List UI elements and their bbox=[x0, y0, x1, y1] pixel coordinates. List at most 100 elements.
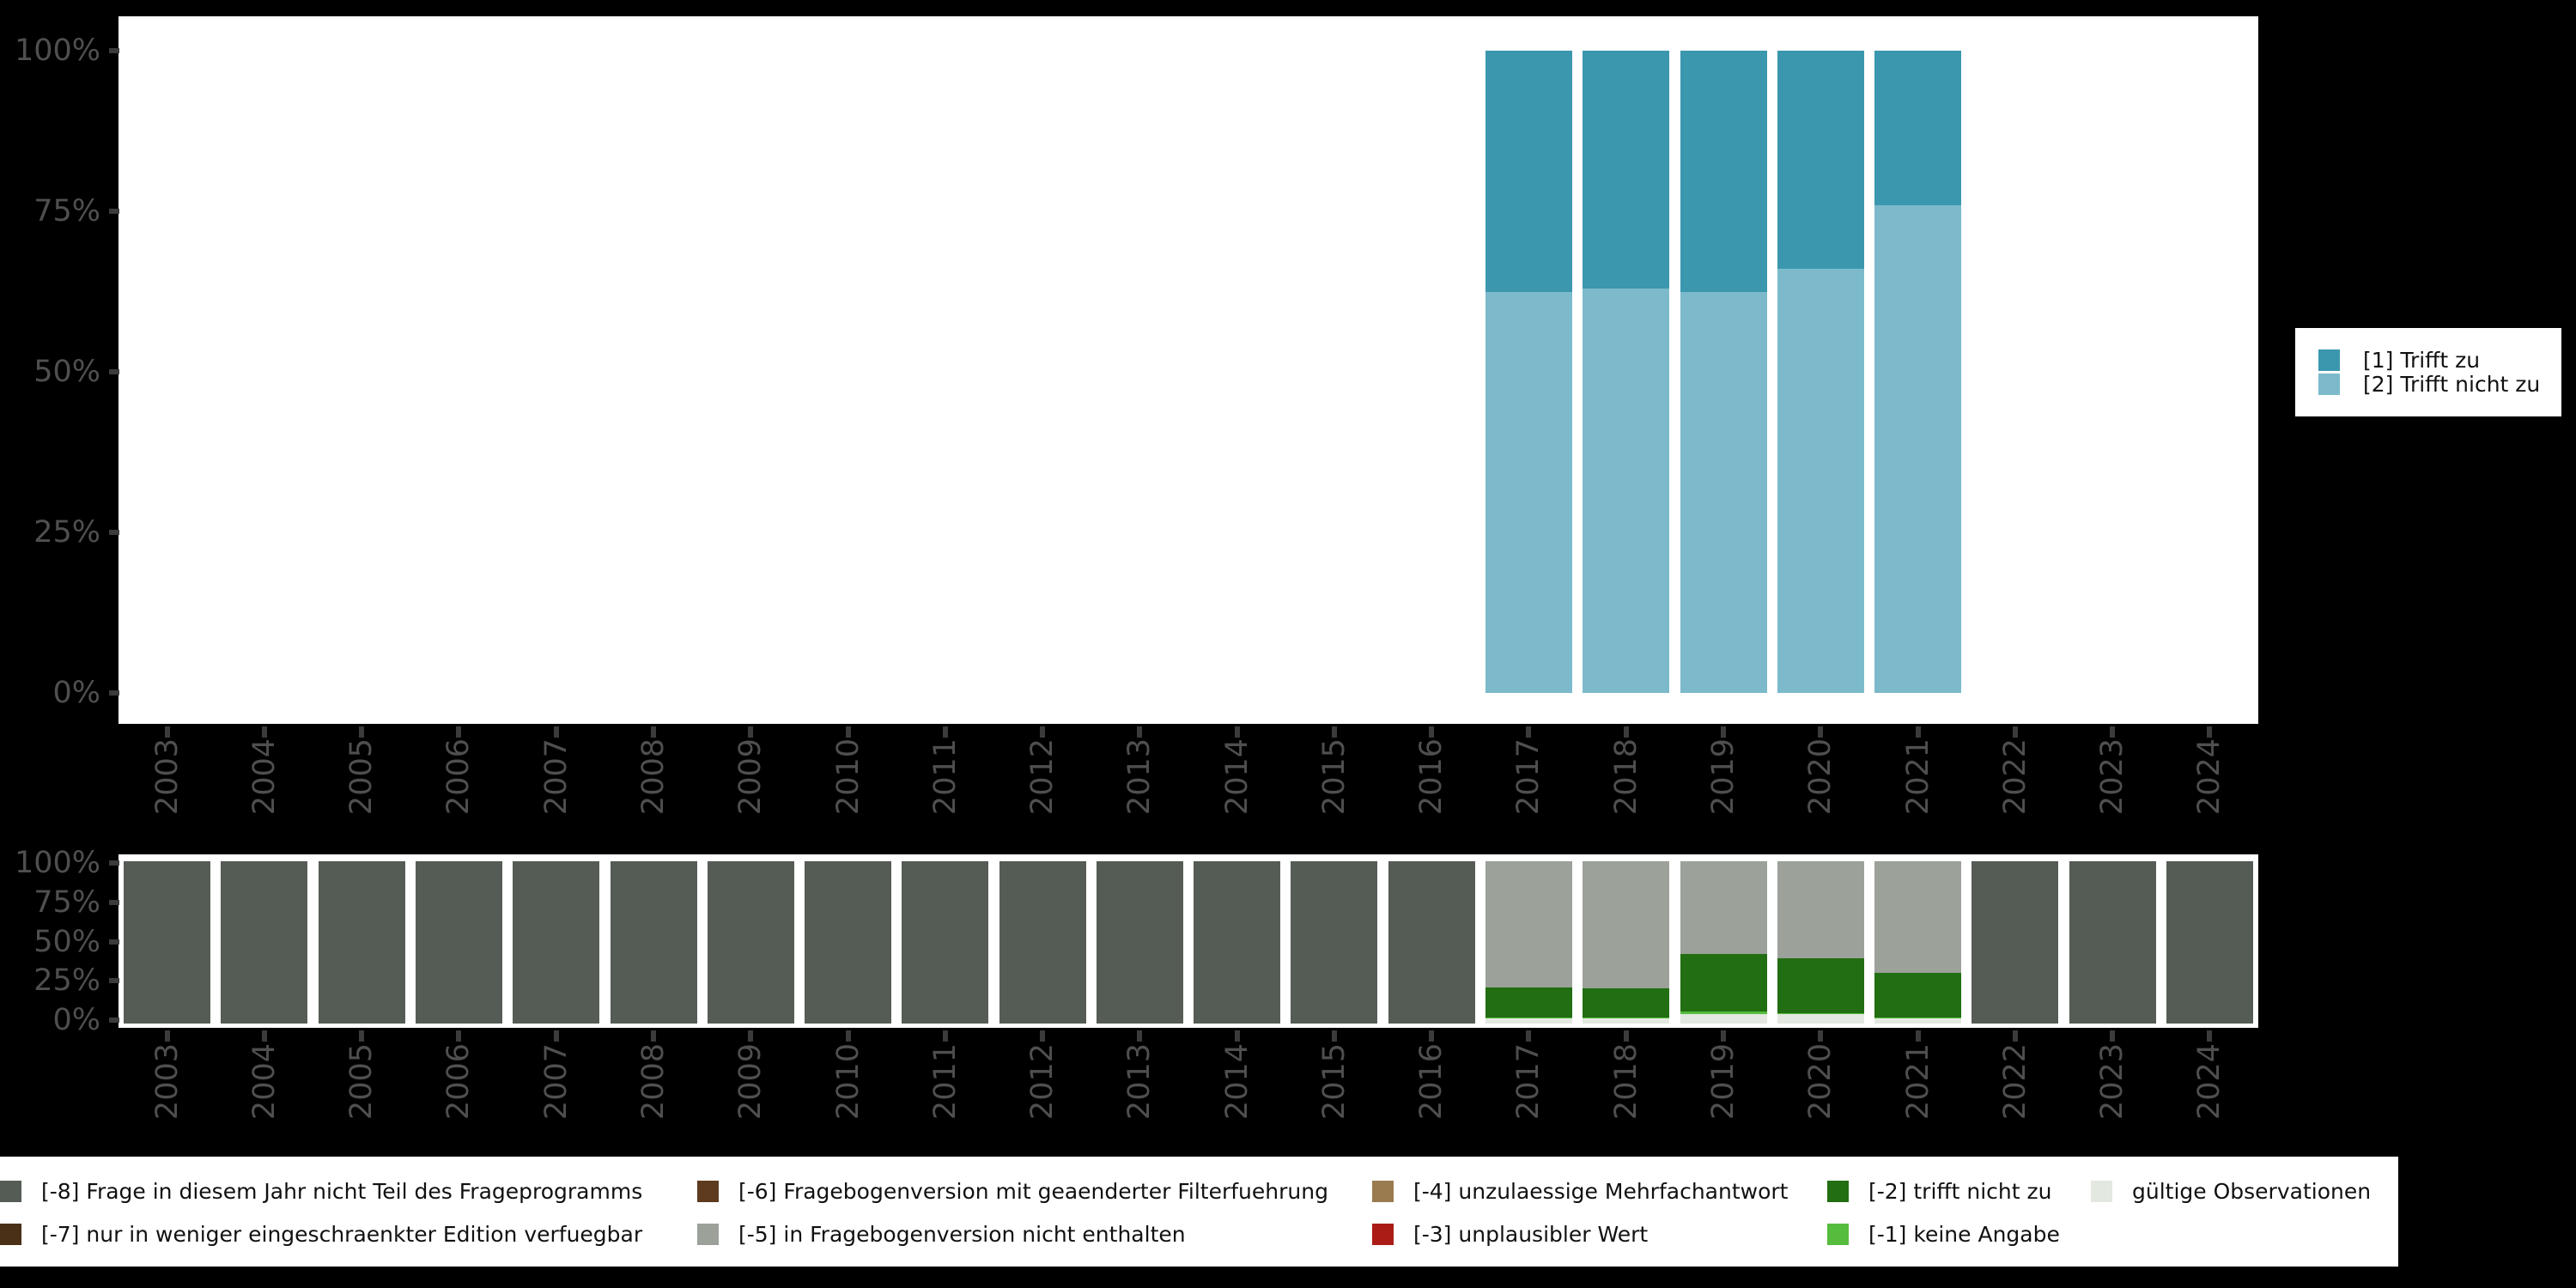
x-tick bbox=[845, 1030, 851, 1042]
bar-segment bbox=[1583, 1018, 1670, 1024]
x-tick-label: 2010 bbox=[830, 1043, 866, 1121]
x-tick-label: 2008 bbox=[636, 1043, 671, 1121]
legend-swatch bbox=[1372, 1224, 1394, 1245]
y-tick bbox=[109, 939, 119, 945]
bar-segment bbox=[318, 861, 405, 1024]
bar-segment bbox=[1388, 861, 1475, 1024]
y-tick bbox=[109, 690, 119, 696]
x-tick-label: 2006 bbox=[441, 1043, 477, 1121]
legend-swatch bbox=[0, 1181, 21, 1202]
x-tick bbox=[2207, 726, 2213, 738]
bar-segment bbox=[1777, 1012, 1864, 1014]
x-tick bbox=[942, 726, 948, 738]
x-tick bbox=[1331, 726, 1337, 738]
x-tick-label: 2008 bbox=[636, 738, 671, 816]
legend-swatch bbox=[2318, 349, 2340, 371]
x-tick-label: 2009 bbox=[733, 1043, 769, 1121]
bar-segment bbox=[1485, 291, 1572, 693]
x-tick bbox=[1137, 726, 1143, 738]
x-tick bbox=[164, 726, 170, 738]
bar-segment bbox=[1485, 987, 1572, 1018]
x-tick-label: 2024 bbox=[2192, 738, 2227, 816]
bar-segment bbox=[1485, 51, 1572, 292]
bar-segment bbox=[610, 861, 697, 1024]
x-tick-label: 2010 bbox=[830, 738, 866, 816]
y-tick bbox=[109, 209, 119, 214]
x-tick-label: 2023 bbox=[2095, 1043, 2130, 1121]
x-tick bbox=[1040, 1030, 1046, 1042]
x-tick-label: 2024 bbox=[2192, 1043, 2227, 1121]
y-tick-label: 100% bbox=[14, 33, 100, 68]
bar-segment bbox=[805, 861, 891, 1024]
x-tick-label: 2005 bbox=[344, 738, 380, 816]
legend-label: [-1] keine Angabe bbox=[1868, 1221, 2060, 1247]
x-tick-label: 2022 bbox=[1997, 738, 2032, 816]
x-tick-label: 2004 bbox=[246, 738, 282, 816]
x-tick-label: 2003 bbox=[149, 1043, 185, 1121]
y-tick bbox=[109, 899, 119, 905]
legend-label: [-3] unplausibler Wert bbox=[1413, 1221, 1649, 1247]
y-tick-label: 75% bbox=[33, 194, 100, 228]
x-tick bbox=[1234, 726, 1240, 738]
x-tick-label: 2007 bbox=[538, 738, 574, 816]
bar-segment bbox=[1680, 51, 1767, 292]
x-tick bbox=[845, 726, 851, 738]
x-tick-label: 2018 bbox=[1608, 1043, 1643, 1121]
x-tick bbox=[1721, 1030, 1726, 1042]
bar-segment bbox=[1680, 291, 1767, 693]
bar-segment bbox=[1874, 973, 1961, 1018]
x-tick bbox=[748, 1030, 754, 1042]
x-tick-label: 2017 bbox=[1511, 1043, 1546, 1121]
y-tick bbox=[109, 369, 119, 374]
x-tick-label: 2012 bbox=[1025, 1043, 1060, 1121]
x-tick-label: 2013 bbox=[1122, 738, 1157, 816]
y-tick-label: 0% bbox=[52, 1003, 100, 1037]
y-tick bbox=[109, 860, 119, 866]
bar-segment bbox=[1583, 861, 1670, 989]
x-tick-label: 2023 bbox=[2095, 738, 2130, 816]
x-tick-label: 2007 bbox=[538, 1043, 574, 1121]
x-tick bbox=[1915, 726, 1921, 738]
legend-label: [-4] unzulaessige Mehrfachantwort bbox=[1413, 1178, 1789, 1204]
x-tick bbox=[1429, 726, 1435, 738]
x-tick bbox=[2110, 1030, 2116, 1042]
x-tick-label: 2009 bbox=[733, 738, 769, 816]
bar-segment bbox=[707, 861, 794, 1024]
x-tick bbox=[2110, 726, 2116, 738]
bar-segment bbox=[1485, 1017, 1572, 1019]
x-tick bbox=[1526, 1030, 1532, 1042]
bar-segment bbox=[1777, 958, 1864, 1013]
x-tick-label: 2016 bbox=[1414, 1043, 1449, 1121]
bar-segment bbox=[221, 861, 308, 1024]
x-tick bbox=[1818, 726, 1824, 738]
legend-swatch bbox=[1372, 1181, 1394, 1202]
legend-label: [-7] nur in weniger eingeschraenkter Edi… bbox=[41, 1221, 643, 1247]
bar-segment bbox=[1777, 1013, 1864, 1024]
x-tick-label: 2011 bbox=[927, 1043, 963, 1121]
values-legend-box bbox=[2295, 328, 2561, 416]
y-tick-label: 25% bbox=[33, 963, 100, 999]
x-tick bbox=[553, 726, 559, 738]
bar-segment bbox=[1583, 288, 1670, 693]
legend-label: [2] Trifft nicht zu bbox=[2363, 371, 2541, 397]
x-tick-label: 2014 bbox=[1219, 738, 1255, 816]
bar-segment bbox=[1680, 861, 1767, 954]
y-tick bbox=[109, 48, 119, 53]
x-tick-label: 2021 bbox=[1900, 738, 1935, 816]
x-tick-label: 2021 bbox=[1900, 1043, 1935, 1121]
x-tick-label: 2020 bbox=[1803, 1043, 1838, 1121]
legend-label: [-5] in Fragebogenversion nicht enthalte… bbox=[738, 1221, 1186, 1247]
x-tick bbox=[1040, 726, 1046, 738]
x-tick bbox=[1915, 1030, 1921, 1042]
bar-segment bbox=[1485, 1018, 1572, 1024]
legend-swatch bbox=[1827, 1224, 1849, 1245]
x-tick bbox=[164, 1030, 170, 1042]
y-tick bbox=[109, 1018, 119, 1023]
bar-segment bbox=[1291, 861, 1378, 1024]
bar-segment bbox=[1680, 1013, 1767, 1024]
x-tick bbox=[359, 1030, 365, 1042]
x-tick bbox=[1623, 1030, 1629, 1042]
legend-swatch bbox=[697, 1181, 719, 1202]
x-tick-label: 2015 bbox=[1316, 738, 1352, 816]
x-tick-label: 2019 bbox=[1706, 1043, 1741, 1121]
